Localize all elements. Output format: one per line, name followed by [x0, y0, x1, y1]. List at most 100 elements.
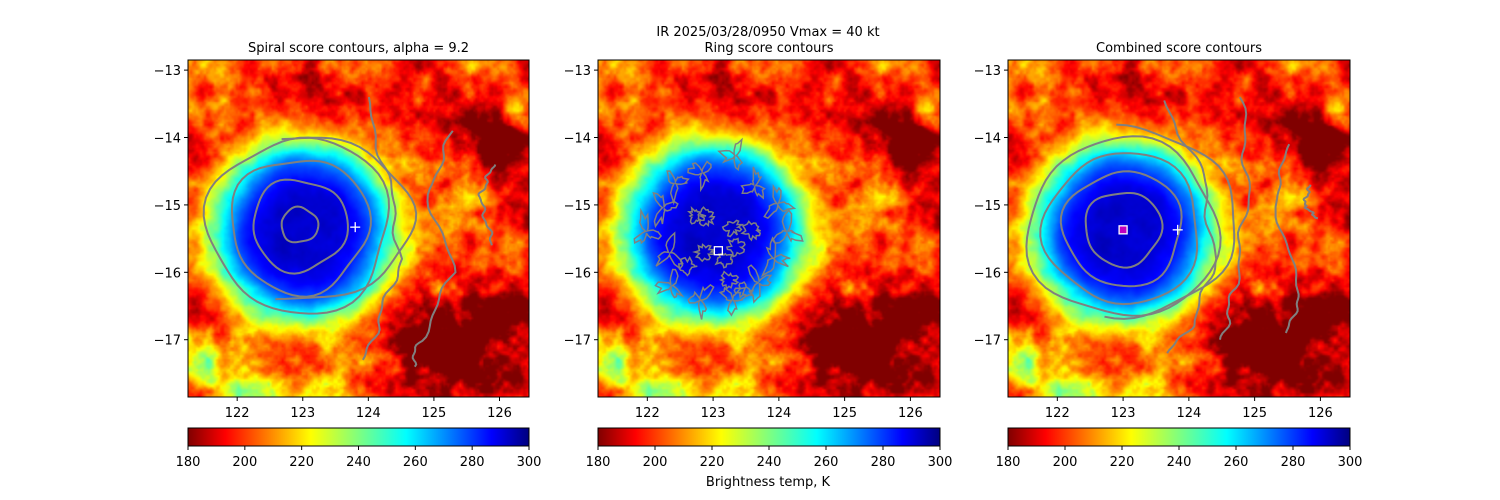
y-tick-label: −16	[974, 266, 1001, 281]
ring-contour	[740, 220, 762, 242]
y-tick-label: −15	[974, 199, 1001, 214]
y-tick-label: −15	[564, 199, 591, 214]
ring-contour	[763, 183, 797, 219]
x-tick-label: 123	[1111, 406, 1136, 421]
x-tick-label: 126	[1308, 406, 1333, 421]
ring-contour	[633, 207, 663, 245]
colorbar-tick-label: 240	[346, 455, 371, 470]
colorbar-tick-label: 220	[289, 455, 314, 470]
score-contours	[633, 137, 804, 320]
x-tick-label: 123	[290, 406, 315, 421]
combined-contour-line	[1302, 184, 1319, 220]
ring-contour	[655, 231, 684, 270]
y-tick-label: −17	[154, 334, 181, 349]
ring-contour	[747, 264, 773, 304]
x-tick-label: 126	[898, 406, 923, 421]
ring-contour	[771, 209, 804, 244]
combined-contour-line	[1274, 143, 1300, 334]
ring-contour	[692, 243, 716, 263]
colorbar-tick-label: 180	[176, 455, 201, 470]
axes-frame	[187, 59, 530, 398]
colorbar-tick-label: 300	[517, 455, 542, 470]
score-contours	[202, 96, 497, 368]
x-tick-label: 122	[1045, 406, 1070, 421]
x-tick-label: 124	[766, 406, 791, 421]
ring-contour	[697, 206, 716, 227]
panel-title: Combined score contours	[1096, 41, 1262, 56]
ring-contour	[717, 137, 744, 171]
colorbar-tick-label: 300	[1338, 455, 1363, 470]
y-tick-label: −14	[154, 132, 181, 147]
combined-contour-ring	[1039, 152, 1198, 306]
combined-contour-line	[1163, 100, 1218, 354]
colorbar-tick-label: 260	[814, 455, 839, 470]
x-tick-label: 125	[1242, 406, 1267, 421]
center-marker-plus	[1172, 224, 1183, 235]
colorbar	[597, 427, 941, 447]
score-contours	[1025, 96, 1319, 354]
colorbar-tick-label: 260	[403, 455, 428, 470]
colorbar	[1007, 427, 1351, 447]
colorbar-tick-label: 180	[586, 455, 611, 470]
spiral-contour-ring	[202, 136, 391, 315]
combined-contour-ring	[1084, 192, 1164, 269]
x-tick-label: 125	[421, 406, 446, 421]
x-tick-label: 122	[635, 406, 660, 421]
y-tick-label: −13	[564, 64, 591, 79]
panel-title: Spiral score contours, alpha = 9.2	[248, 41, 469, 56]
ring-contour	[652, 191, 679, 229]
x-tick-label: 122	[225, 406, 250, 421]
colorbar-label: Brightness temp, K	[706, 475, 831, 490]
center-marker-square	[1118, 225, 1128, 235]
colorbar-tick-label: 200	[232, 455, 257, 470]
ring-contour	[687, 283, 715, 320]
spiral-contour-line	[477, 164, 497, 246]
colorbar-tick-label: 240	[757, 455, 782, 470]
ring-contour	[687, 160, 712, 193]
y-tick-label: −15	[154, 199, 181, 214]
axes-frame	[597, 59, 941, 398]
spiral-contour-ring	[252, 178, 349, 275]
center-marker-square	[713, 246, 724, 256]
x-tick-label: 125	[832, 406, 857, 421]
x-tick-label: 124	[1176, 406, 1201, 421]
ring-contour	[718, 270, 740, 291]
axes-frame	[1007, 59, 1351, 398]
panel-title: Ring score contours	[704, 41, 833, 56]
colorbar-tick-label: 300	[928, 455, 953, 470]
colorbar	[187, 427, 530, 447]
colorbar-tick-label: 180	[996, 455, 1021, 470]
colorbar-tick-label: 220	[700, 455, 725, 470]
combined-contour-line	[1219, 96, 1251, 340]
ring-contour	[677, 255, 698, 277]
y-tick-label: −17	[974, 334, 1001, 349]
ring-contour	[714, 252, 734, 269]
ring-contour	[740, 166, 766, 200]
combined-contour-arc	[1104, 123, 1236, 320]
figure-suptitle: IR 2025/03/28/0950 Vmax = 40 kt	[656, 25, 879, 40]
y-tick-label: −17	[564, 334, 591, 349]
panel-combined: Combined score contours 122 123 124 125 126 −1…	[974, 41, 1363, 470]
ring-contour	[733, 281, 755, 299]
x-tick-label: 126	[487, 406, 512, 421]
x-tick-label: 124	[356, 406, 381, 421]
panel-ring: Ring score contours 122 123 124 125 126 −13 −14…	[564, 41, 953, 470]
colorbar-tick-label: 260	[1224, 455, 1249, 470]
y-tick-label: −14	[564, 132, 591, 147]
ring-contour	[666, 170, 690, 206]
colorbar-tick-label: 280	[1281, 455, 1306, 470]
spiral-contour-line	[411, 130, 457, 368]
y-tick-label: −14	[974, 132, 1001, 147]
ring-contour	[760, 236, 791, 278]
combined-contour-ring	[1025, 135, 1222, 317]
colorbar-tick-label: 240	[1167, 455, 1192, 470]
y-tick-label: −13	[974, 64, 1001, 79]
spiral-contour-arc	[275, 136, 418, 301]
spiral-contour-ring	[280, 205, 320, 244]
ring-contour	[654, 268, 685, 299]
spiral-contour-ring	[230, 159, 372, 298]
brightness-temp-image	[188, 60, 529, 397]
ring-contour	[721, 219, 745, 238]
panel-spiral: Spiral score contours, alpha = 9.2 122 123…	[154, 41, 542, 470]
